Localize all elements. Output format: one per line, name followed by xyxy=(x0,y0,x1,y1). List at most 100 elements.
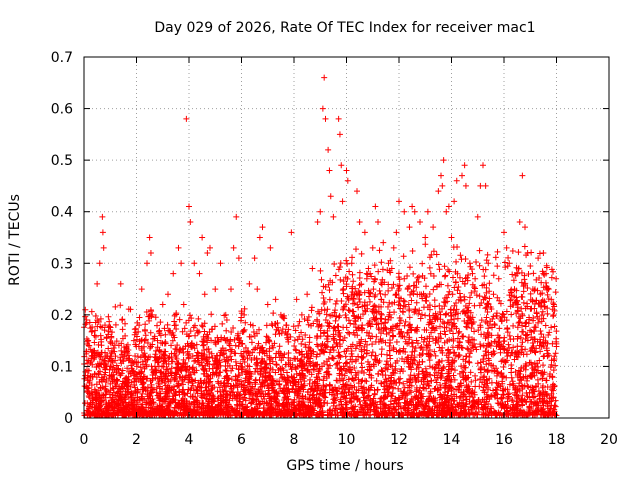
data-point xyxy=(390,332,397,339)
data-point xyxy=(272,354,279,361)
data-point xyxy=(309,265,316,272)
data-point xyxy=(537,370,544,377)
data-point xyxy=(171,322,178,329)
data-point xyxy=(345,317,352,324)
data-point xyxy=(336,131,343,138)
data-point xyxy=(373,321,380,328)
data-points xyxy=(81,74,560,419)
data-point xyxy=(444,282,451,289)
data-point xyxy=(147,249,154,256)
data-point xyxy=(459,172,465,179)
data-point xyxy=(375,219,381,226)
data-point xyxy=(365,265,372,272)
data-point xyxy=(359,354,366,361)
data-point xyxy=(382,316,389,323)
data-point xyxy=(414,340,421,347)
data-point xyxy=(228,356,235,363)
data-point xyxy=(164,321,171,328)
data-point xyxy=(330,213,337,220)
data-point xyxy=(288,366,295,373)
data-point xyxy=(348,260,355,267)
data-point xyxy=(548,274,555,281)
data-point xyxy=(433,251,440,258)
data-point xyxy=(319,289,326,296)
data-point xyxy=(369,244,376,251)
data-point xyxy=(225,357,232,364)
data-point xyxy=(494,263,501,270)
data-point xyxy=(462,182,469,189)
data-point xyxy=(337,276,344,283)
data-point xyxy=(463,323,470,330)
data-point xyxy=(430,248,437,255)
data-point xyxy=(400,253,407,260)
data-point xyxy=(527,290,534,297)
data-point xyxy=(346,307,353,314)
data-point xyxy=(503,317,510,324)
data-point xyxy=(230,325,237,332)
data-point xyxy=(199,234,206,241)
data-point xyxy=(272,296,279,303)
data-point xyxy=(352,246,359,253)
data-point xyxy=(361,229,368,236)
data-point xyxy=(486,288,493,295)
data-point xyxy=(401,275,408,282)
data-point xyxy=(342,353,349,360)
data-point xyxy=(404,273,411,280)
data-point xyxy=(492,254,499,261)
data-point xyxy=(99,229,106,236)
data-point xyxy=(449,385,456,392)
data-point xyxy=(472,372,479,379)
data-point xyxy=(222,311,229,318)
data-point xyxy=(186,312,193,319)
data-point xyxy=(483,361,490,368)
data-point xyxy=(545,352,552,359)
data-point xyxy=(340,290,347,297)
data-point xyxy=(364,358,371,365)
data-point xyxy=(157,319,164,326)
data-point xyxy=(304,317,311,324)
data-point xyxy=(378,259,385,266)
data-point xyxy=(508,311,515,318)
data-point xyxy=(337,366,344,373)
data-point xyxy=(97,315,104,322)
data-point xyxy=(163,366,170,373)
data-point xyxy=(417,352,424,359)
data-point xyxy=(526,314,533,321)
data-point xyxy=(426,291,433,298)
data-point xyxy=(484,300,491,307)
data-point xyxy=(140,343,147,350)
data-point xyxy=(159,301,166,308)
data-point xyxy=(508,374,515,381)
data-point xyxy=(232,358,239,365)
data-point xyxy=(418,311,425,318)
data-point xyxy=(418,334,425,341)
data-point xyxy=(343,167,350,174)
data-point xyxy=(440,157,447,164)
data-point xyxy=(539,308,546,315)
data-point xyxy=(321,74,328,81)
data-point xyxy=(376,287,383,294)
data-point xyxy=(509,247,516,254)
data-point xyxy=(435,261,442,268)
data-point xyxy=(441,339,448,346)
data-point xyxy=(359,364,366,371)
data-point xyxy=(154,337,161,344)
data-point xyxy=(219,320,226,327)
data-point xyxy=(346,330,353,337)
data-point xyxy=(174,342,181,349)
data-point xyxy=(354,188,360,195)
data-point xyxy=(168,365,175,372)
data-point xyxy=(452,278,459,285)
data-point xyxy=(235,255,242,262)
data-point xyxy=(459,308,466,315)
data-point xyxy=(271,340,278,347)
data-point xyxy=(461,318,468,325)
data-point xyxy=(332,300,339,307)
data-point xyxy=(462,358,469,365)
data-point xyxy=(382,291,389,298)
data-point xyxy=(263,322,270,329)
data-point xyxy=(142,321,149,328)
data-point xyxy=(339,287,346,294)
data-point xyxy=(376,326,383,333)
data-point xyxy=(364,271,371,278)
